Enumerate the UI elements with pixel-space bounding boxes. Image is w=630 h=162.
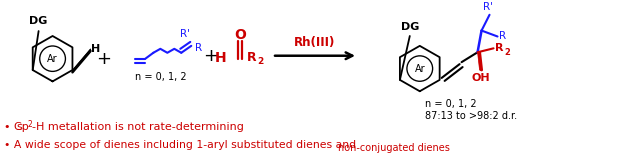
Text: 2: 2	[28, 120, 32, 129]
Text: • C: • C	[4, 122, 21, 132]
Text: Rh(III): Rh(III)	[294, 36, 336, 49]
Text: Ar: Ar	[415, 64, 425, 74]
Text: R: R	[498, 31, 506, 41]
Text: 87:13 to >98:2 d.r.: 87:13 to >98:2 d.r.	[425, 111, 517, 121]
Text: +: +	[96, 50, 111, 68]
Text: n = 0, 1, 2: n = 0, 1, 2	[425, 99, 476, 109]
Text: sp: sp	[16, 122, 30, 132]
Text: 2: 2	[505, 48, 510, 57]
Text: non-conjugated dienes: non-conjugated dienes	[338, 143, 450, 153]
Text: H: H	[215, 51, 226, 65]
Text: n = 0, 1, 2: n = 0, 1, 2	[135, 72, 186, 82]
Text: DG: DG	[30, 16, 48, 26]
Text: DG: DG	[401, 22, 419, 32]
Text: H: H	[91, 44, 101, 54]
Text: • A wide scope of dienes including 1-aryl substituted dienes and: • A wide scope of dienes including 1-ary…	[4, 140, 359, 150]
Text: Ar: Ar	[47, 54, 58, 64]
Text: +: +	[203, 47, 218, 65]
Text: OH: OH	[471, 73, 490, 83]
Text: R': R'	[483, 2, 493, 12]
Text: O: O	[234, 28, 246, 42]
Text: 2: 2	[257, 57, 263, 66]
Text: R: R	[195, 43, 202, 53]
Text: R: R	[247, 51, 257, 64]
Text: -H metallation is not rate-determining: -H metallation is not rate-determining	[32, 122, 244, 132]
Text: R': R'	[180, 29, 190, 39]
Text: R: R	[495, 43, 503, 53]
